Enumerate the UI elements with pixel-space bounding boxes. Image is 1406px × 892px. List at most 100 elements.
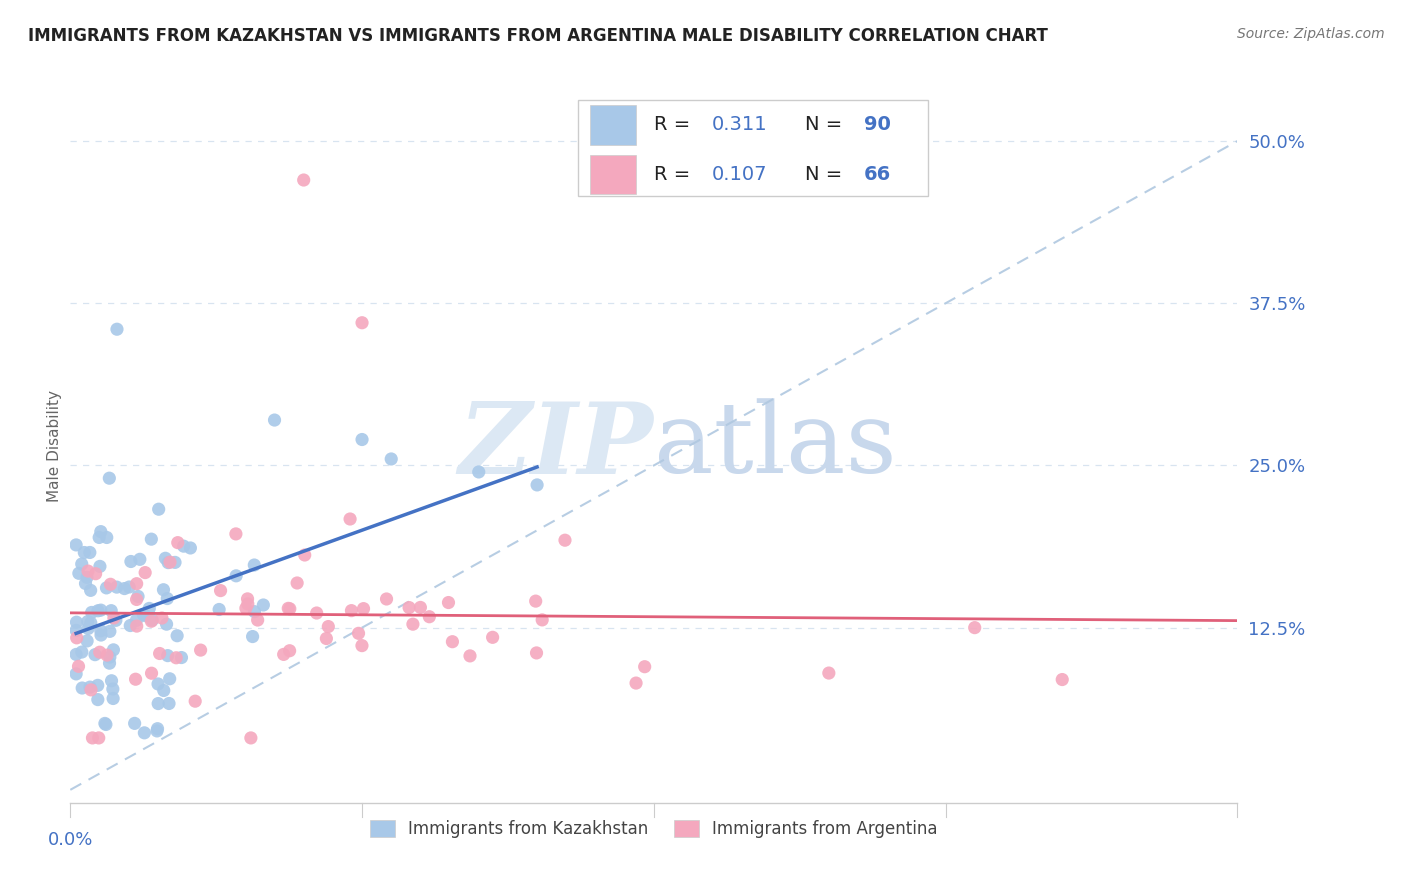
- Point: [124, 716, 146, 731]
- Point: [347, 626, 370, 640]
- Point: [278, 644, 301, 658]
- Point: [375, 592, 398, 607]
- Text: R =: R =: [654, 115, 696, 135]
- Point: [90, 603, 112, 617]
- Point: [818, 666, 841, 681]
- Point: [100, 604, 122, 618]
- Point: [236, 597, 259, 611]
- Point: [84, 648, 107, 662]
- Point: [146, 677, 169, 691]
- Point: [273, 648, 295, 662]
- Point: [96, 648, 118, 662]
- Point: [350, 639, 373, 653]
- Point: [76, 634, 98, 648]
- Point: [353, 601, 375, 615]
- Point: [103, 611, 125, 625]
- Point: [65, 666, 87, 681]
- Point: [352, 316, 374, 330]
- Point: [84, 566, 107, 581]
- Point: [184, 694, 207, 708]
- Point: [67, 659, 90, 673]
- Point: [98, 656, 121, 670]
- Point: [105, 580, 128, 594]
- Text: N =: N =: [806, 165, 849, 185]
- Point: [79, 680, 101, 694]
- Point: [339, 512, 361, 526]
- Point: [89, 559, 111, 574]
- Point: [481, 630, 503, 644]
- Point: [315, 632, 337, 646]
- FancyBboxPatch shape: [589, 155, 637, 194]
- Point: [77, 564, 100, 578]
- Point: [141, 614, 163, 628]
- Point: [80, 615, 103, 630]
- Text: IMMIGRANTS FROM KAZAKHSTAN VS IMMIGRANTS FROM ARGENTINA MALE DISABILITY CORRELAT: IMMIGRANTS FROM KAZAKHSTAN VS IMMIGRANTS…: [28, 27, 1047, 45]
- Point: [73, 545, 96, 559]
- Point: [165, 650, 187, 665]
- Point: [65, 648, 87, 662]
- Point: [89, 645, 111, 659]
- FancyBboxPatch shape: [578, 100, 928, 196]
- Point: [67, 566, 90, 581]
- Point: [225, 569, 247, 583]
- Text: atlas: atlas: [654, 398, 897, 494]
- Point: [278, 601, 301, 615]
- Point: [98, 650, 121, 665]
- Point: [152, 683, 174, 698]
- Point: [155, 551, 177, 566]
- Point: [152, 582, 174, 597]
- Point: [75, 576, 97, 591]
- Point: [166, 629, 188, 643]
- Point: [101, 691, 124, 706]
- Point: [132, 607, 155, 622]
- Point: [225, 527, 247, 541]
- Point: [398, 600, 420, 615]
- Point: [963, 621, 986, 635]
- Point: [242, 630, 264, 644]
- Point: [209, 583, 232, 598]
- Point: [243, 558, 266, 572]
- Point: [114, 582, 136, 596]
- Point: [526, 646, 548, 660]
- Text: R =: R =: [654, 165, 696, 185]
- Point: [318, 619, 340, 633]
- Point: [105, 322, 128, 336]
- Point: [148, 502, 170, 516]
- Point: [79, 583, 101, 598]
- Point: [125, 614, 148, 628]
- Text: N =: N =: [806, 115, 849, 135]
- Point: [239, 731, 262, 745]
- Point: [156, 648, 179, 663]
- Point: [89, 531, 111, 545]
- Text: 0.0%: 0.0%: [48, 831, 93, 849]
- Point: [98, 624, 121, 639]
- Point: [458, 648, 481, 663]
- Point: [624, 676, 647, 690]
- Point: [155, 617, 177, 632]
- Point: [141, 613, 163, 627]
- Point: [179, 541, 201, 555]
- Point: [380, 452, 402, 467]
- Point: [125, 576, 148, 591]
- Point: [82, 731, 104, 745]
- Point: [87, 678, 110, 692]
- Point: [252, 598, 274, 612]
- Point: [90, 524, 112, 539]
- Point: [146, 697, 169, 711]
- Text: Source: ZipAtlas.com: Source: ZipAtlas.com: [1237, 27, 1385, 41]
- Point: [100, 577, 122, 591]
- Point: [285, 576, 308, 591]
- Point: [94, 717, 117, 731]
- Point: [418, 609, 440, 624]
- Point: [79, 545, 101, 559]
- Point: [305, 606, 328, 620]
- Point: [87, 604, 110, 618]
- Point: [104, 613, 127, 627]
- Point: [263, 413, 285, 427]
- Point: [246, 613, 269, 627]
- Point: [146, 722, 169, 736]
- Point: [235, 601, 257, 615]
- Point: [65, 624, 87, 638]
- Point: [96, 581, 118, 595]
- Point: [76, 615, 98, 629]
